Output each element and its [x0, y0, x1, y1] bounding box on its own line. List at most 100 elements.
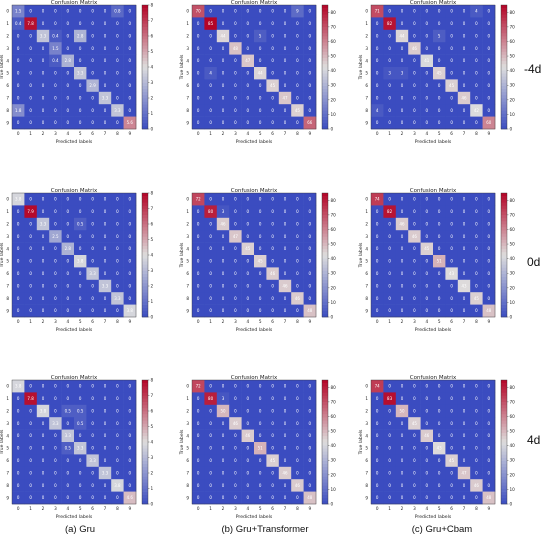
matrix-cell	[445, 404, 459, 418]
colorbar-segment	[322, 473, 328, 477]
cell-value-label: 0	[247, 259, 250, 264]
cell-value-label: 0	[247, 446, 250, 451]
matrix-cell	[111, 255, 124, 268]
matrix-cell	[216, 380, 230, 393]
cell-value-label: 0	[450, 384, 453, 389]
colorbar-segment	[501, 51, 507, 55]
cell-value-label: 0	[284, 221, 287, 226]
cell-value-label: 0	[438, 433, 441, 438]
cell-value-label: 0	[296, 33, 299, 38]
cell-value-label: 0	[450, 296, 453, 301]
matrix-cell	[229, 292, 242, 305]
y-tick-label: 8	[365, 108, 368, 113]
matrix-cell	[241, 79, 255, 93]
colorbar-segment	[501, 273, 507, 277]
matrix-cell	[98, 255, 112, 268]
cell-value-label: 0	[247, 283, 250, 288]
cell-value-label: 0	[475, 446, 478, 451]
cell-value-label: 0	[116, 246, 119, 251]
colorbar-segment	[142, 460, 148, 464]
matrix-cell	[457, 17, 471, 31]
cell-value-label: 0	[475, 95, 478, 100]
cell-value-label: 0	[29, 408, 32, 413]
cell-value-label: 0	[259, 234, 262, 239]
matrix-cell	[216, 17, 230, 31]
cell-value-label: 0	[284, 495, 287, 500]
cell-value-label: 0	[376, 221, 379, 226]
matrix-cell	[86, 292, 100, 305]
matrix-cell	[229, 193, 242, 206]
cell-value-label: 0	[54, 221, 57, 226]
cell-value-label: 0	[209, 234, 212, 239]
matrix-cell	[229, 67, 242, 80]
colorbar-tick-label: 20	[510, 285, 516, 290]
matrix-cell	[303, 205, 317, 219]
colorbar-segment	[322, 205, 328, 209]
y-tick-label: 2	[365, 222, 368, 227]
colorbar-segment	[322, 488, 328, 492]
cell-value-label: 0	[475, 221, 478, 226]
matrix-cell	[266, 116, 280, 130]
colorbar-segment	[322, 63, 328, 68]
matrix-cell	[408, 42, 421, 55]
matrix-cell	[36, 67, 50, 80]
matrix-cell	[433, 5, 446, 18]
cell-value-label: 0	[42, 421, 45, 426]
y-tick-label: 0	[365, 197, 368, 202]
cell-value-label: 0	[104, 396, 107, 401]
cell-value-label: 0	[376, 483, 379, 488]
matrix-cell	[433, 479, 446, 492]
matrix-cell	[98, 304, 112, 318]
cell-value-label: 0	[29, 470, 32, 475]
matrix-cell	[36, 205, 50, 219]
y-tick-label: 8	[186, 296, 189, 301]
matrix-cell	[408, 404, 421, 418]
cell-value-label: 0	[29, 495, 32, 500]
matrix-cell	[457, 242, 471, 256]
matrix-cell	[371, 5, 384, 18]
matrix-cell	[74, 91, 87, 105]
matrix-cell	[470, 205, 483, 219]
y-tick-label: 7	[6, 284, 9, 289]
matrix-cell	[482, 242, 496, 256]
colorbar-segment	[142, 438, 148, 443]
cell-value-label: 0	[463, 259, 466, 264]
matrix-cell	[86, 205, 100, 219]
cell-value-label: 0.5	[65, 446, 72, 451]
matrix-cell	[278, 217, 292, 231]
matrix-cell	[445, 91, 459, 105]
matrix-cell	[241, 242, 255, 256]
cell-value-label: 0	[438, 271, 441, 276]
cell-value-label: 0	[104, 246, 107, 251]
cell-value-label: 0	[376, 58, 379, 63]
cell-value-label: 0	[309, 296, 312, 301]
matrix-cell	[229, 79, 242, 93]
colorbar-segment	[322, 202, 328, 206]
cell-value-label: 0	[54, 458, 57, 463]
matrix-cell	[303, 267, 317, 281]
cell-value-label: 0	[234, 108, 237, 113]
matrix-cell	[229, 267, 242, 281]
matrix-cell	[408, 116, 421, 130]
matrix-cell	[24, 29, 38, 43]
y-tick-label: 8	[365, 296, 368, 301]
matrix-cell	[36, 292, 50, 305]
cell-value-label: 45	[474, 296, 480, 301]
matrix-cell	[216, 42, 230, 55]
matrix-cell	[216, 217, 230, 231]
matrix-cell	[278, 429, 292, 443]
cell-value-label: 0	[91, 421, 94, 426]
colorbar-segment	[322, 227, 328, 231]
cell-value-label: 0	[209, 296, 212, 301]
cell-value-label: 0	[296, 197, 299, 202]
matrix-cell	[254, 29, 267, 43]
matrix-cell	[49, 304, 62, 318]
cell-value-label: 0	[67, 470, 70, 475]
matrix-cell	[266, 255, 280, 268]
cell-value-label: 0	[450, 234, 453, 239]
cell-value-label: 0	[309, 21, 312, 26]
cell-value-label: 0	[426, 408, 429, 413]
cell-value-label: 0	[296, 458, 299, 463]
colorbar-tick-label: 8	[151, 191, 154, 196]
colorbar-segment	[142, 91, 148, 96]
